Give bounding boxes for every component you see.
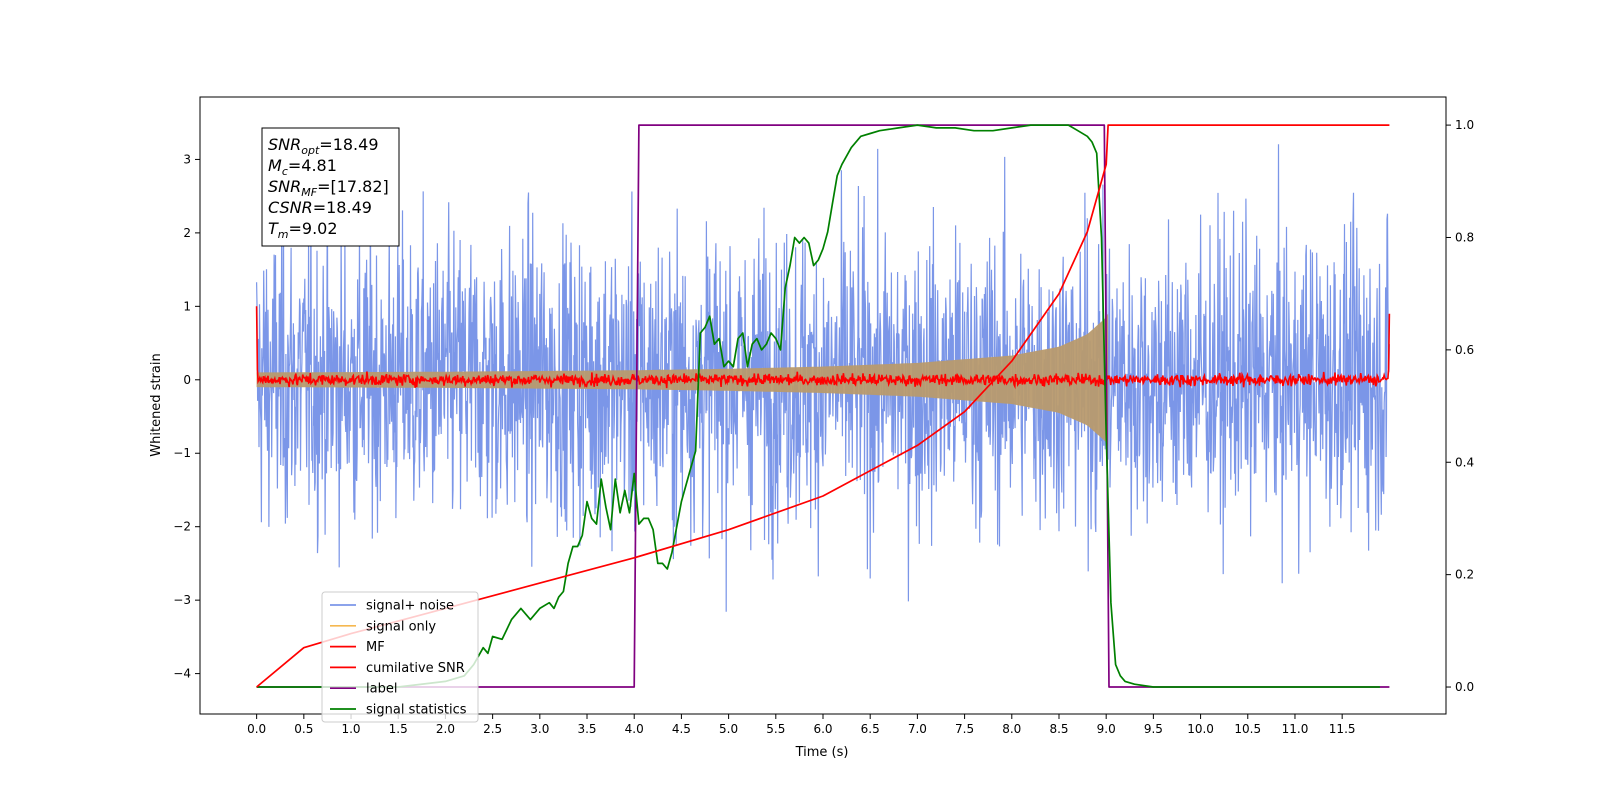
info-box-line: Tm=9.02 <box>268 219 338 241</box>
y-right-tick-label: 0.8 <box>1455 230 1474 244</box>
series-line-signal-plus-noise <box>256 144 1390 612</box>
x-tick-label: 4.5 <box>672 722 691 736</box>
y-left-tick-label: −3 <box>173 593 191 607</box>
legend-label: MF <box>366 640 385 655</box>
info-box-line: Mc=4.81 <box>268 156 337 178</box>
y-left-tick-label: 2 <box>183 226 191 240</box>
y-left-tick-label: −1 <box>173 446 191 460</box>
series-line-mf <box>255 306 1391 390</box>
legend-label: label <box>366 682 397 697</box>
info-box-line: SNRopt=18.49 <box>268 135 379 157</box>
legend-label: signal statistics <box>366 703 467 718</box>
legend-label: signal only <box>366 619 436 634</box>
y-right-tick-label: 0.6 <box>1455 343 1474 357</box>
y-left-tick-label: 3 <box>183 152 191 166</box>
x-tick-label: 9.0 <box>1097 722 1116 736</box>
mf-trace <box>255 306 1391 390</box>
y-axis-right: 0.0 0.2 0.4 0.6 0.8 1.0 <box>1446 118 1474 694</box>
x-tick-label: 0.5 <box>294 722 313 736</box>
x-tick-label: 3.0 <box>530 722 549 736</box>
legend-label: cumilative SNR <box>366 661 465 676</box>
y-right-tick-label: 1.0 <box>1455 118 1474 132</box>
x-tick-label: 9.5 <box>1144 722 1163 736</box>
x-tick-label: 5.0 <box>719 722 738 736</box>
y-left-tick-label: −4 <box>173 667 191 681</box>
info-box-frame <box>261 127 400 247</box>
x-tick-label: 2.0 <box>436 722 455 736</box>
y-right-tick-label: 0.0 <box>1455 680 1474 694</box>
info-box-line: SNRMF=[17.82] <box>268 177 389 199</box>
x-tick-label: 10.0 <box>1187 722 1214 736</box>
x-axis: 0.0 0.5 1.0 1.5 2.0 2.5 3.0 3.5 4.0 4.5 5.0 5.5 6.0 6… <box>247 714 1356 736</box>
signal-plus-noise-trace <box>256 144 1390 612</box>
y-left-tick-label: −2 <box>173 520 191 534</box>
x-tick-label: 8.0 <box>1002 722 1021 736</box>
series-line-signal-statistics <box>256 124 1380 688</box>
y-right-tick-label: 0.4 <box>1455 455 1474 469</box>
x-tick-label: 7.5 <box>955 722 974 736</box>
y-axis-left: −4 −3 −2 −1 0 1 2 3 <box>173 152 200 681</box>
legend-frame <box>321 591 479 723</box>
x-tick-label: 3.5 <box>577 722 596 736</box>
legend-label: signal+ noise <box>366 599 454 614</box>
y-left-tick-label: 0 <box>183 373 191 387</box>
y-left-tick-label: 1 <box>183 299 191 313</box>
x-tick-label: 6.5 <box>861 722 880 736</box>
info-box: SNRopt=18.49Mc=4.81SNRMF=[17.82]CSNR=18.… <box>261 127 400 247</box>
y-axis-label: Whitened strain <box>149 353 164 456</box>
x-tick-label: 11.0 <box>1282 722 1309 736</box>
x-tick-label: 4.0 <box>625 722 644 736</box>
x-tick-label: 11.5 <box>1329 722 1356 736</box>
x-tick-label: 1.0 <box>341 722 360 736</box>
x-tick-label: 2.5 <box>483 722 502 736</box>
x-tick-label: 6.0 <box>813 722 832 736</box>
x-tick-label: 8.5 <box>1049 722 1068 736</box>
x-tick-label: 5.5 <box>766 722 785 736</box>
x-tick-label: 0.0 <box>247 722 266 736</box>
x-tick-label: 1.5 <box>389 722 408 736</box>
x-tick-label: 7.0 <box>908 722 927 736</box>
legend: signal+ noise signal only MF cumilative SNR… <box>321 591 479 723</box>
info-box-line: CSNR=18.49 <box>268 198 372 217</box>
x-tick-label: 10.5 <box>1234 722 1261 736</box>
x-axis-label: Time (s) <box>795 745 849 760</box>
y-right-tick-label: 0.2 <box>1455 568 1474 582</box>
